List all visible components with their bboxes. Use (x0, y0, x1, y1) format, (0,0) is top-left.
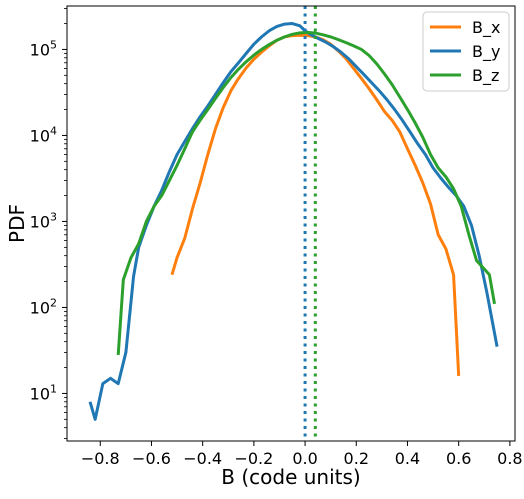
series-line-b-z (116, 30, 496, 356)
legend-label-b-x: B_x (472, 18, 500, 38)
y-tick-label: 104 (30, 124, 57, 145)
legend: B_x B_y B_z (422, 11, 510, 92)
x-tick-label: −0.8 (81, 449, 120, 468)
y-tick-label: 101 (30, 382, 57, 403)
x-tick-label: 0.8 (497, 449, 522, 468)
x-tick-label: 0.6 (446, 449, 471, 468)
x-axis-label: B (code units) (221, 465, 360, 489)
y-axis-ticks: 101 102 103 104 105 (30, 8, 67, 439)
plot-frame (66, 5, 516, 442)
x-tick-label: 0.0 (292, 449, 317, 468)
x-tick-label: −0.2 (234, 449, 273, 468)
y-axis-label: PDF (5, 204, 29, 243)
x-tick-label: −0.4 (183, 449, 222, 468)
x-tick-label: 0.4 (395, 449, 420, 468)
reference-lines-layer (303, 6, 317, 441)
legend-box (422, 11, 510, 92)
legend-label-b-z: B_z (472, 66, 499, 86)
x-tick-label: −0.6 (132, 449, 171, 468)
y-tick-label: 103 (30, 210, 57, 231)
y-tick-label: 102 (30, 296, 57, 317)
y-tick-label: 105 (30, 38, 57, 59)
x-axis-ticks: −0.8 −0.6 −0.4 −0.2 0.0 0.2 0.4 0.6 0.8 (81, 441, 523, 468)
x-tick-label: 0.2 (344, 449, 369, 468)
legend-label-b-y: B_y (472, 42, 500, 62)
series-line-b-x (170, 33, 461, 376)
